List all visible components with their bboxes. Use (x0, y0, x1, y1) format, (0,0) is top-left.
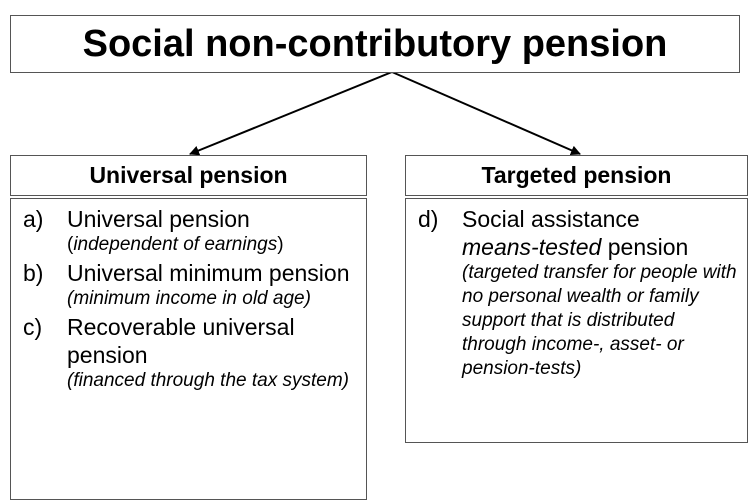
text-segment: (financed through the tax system) (67, 370, 349, 391)
text-segment: Universal pension (67, 206, 250, 232)
item-marker: c) (23, 314, 43, 340)
item-line: Social assistance (462, 205, 739, 233)
item-note: (minimum income in old age) (67, 287, 358, 311)
item-text: Universal pension (independent of earning… (67, 205, 358, 257)
text-segment: ( (67, 234, 74, 255)
item-marker: a) (23, 206, 44, 232)
text-segment: pension (601, 234, 689, 260)
column-header: Universal pension (89, 162, 288, 188)
title-box: Social non-contributory pension (10, 15, 740, 73)
list-item: b) Universal minimum pension (minimum inco… (23, 259, 358, 311)
item-text: Universal minimum pension (minimum income… (67, 259, 358, 311)
text-segment: means-tested (462, 234, 602, 260)
item-line: Universal pension (67, 205, 358, 233)
text-segment: (targeted transfer for people with no pe… (462, 262, 737, 379)
text-segment: (minimum income in old age) (67, 288, 311, 309)
text-segment: Social assistance (462, 206, 640, 232)
column-header: Targeted pension (481, 162, 672, 188)
item-line: Recoverable universal pension (67, 313, 358, 369)
header-box: Targeted pension (405, 155, 748, 196)
text-segment: independent of earnings (73, 234, 278, 255)
text-segment: ) (277, 234, 284, 255)
text-segment: Universal minimum pension (67, 260, 350, 286)
item-line: means-tested pension (462, 233, 739, 261)
item-line: Universal minimum pension (67, 259, 358, 287)
title: Social non-contributory pension (82, 22, 668, 65)
item-note: (targeted transfer for people with no pe… (462, 261, 739, 381)
text-segment: Recoverable universal pension (67, 314, 295, 368)
list-item: c) Recoverable universal pension (financed… (23, 313, 358, 393)
item-text: Social assistance means-tested pension (ta… (462, 205, 739, 381)
list-item: d) Social assistance means-tested pension(… (418, 205, 739, 381)
arrow (391, 71, 581, 155)
arrow (189, 71, 393, 156)
content-box: d) Social assistance means-tested pension(… (405, 198, 748, 443)
item-marker: b) (23, 260, 44, 286)
list-item: a) Universal pension (independent of earni… (23, 205, 358, 257)
header-box: Universal pension (10, 155, 367, 196)
item-note: (financed through the tax system) (67, 369, 358, 393)
content-box: a) Universal pension (independent of earni… (10, 198, 367, 500)
item-note: (independent of earnings) (67, 233, 358, 257)
item-marker: d) (418, 206, 439, 232)
item-text: Recoverable universal pension (financed t… (67, 313, 358, 393)
